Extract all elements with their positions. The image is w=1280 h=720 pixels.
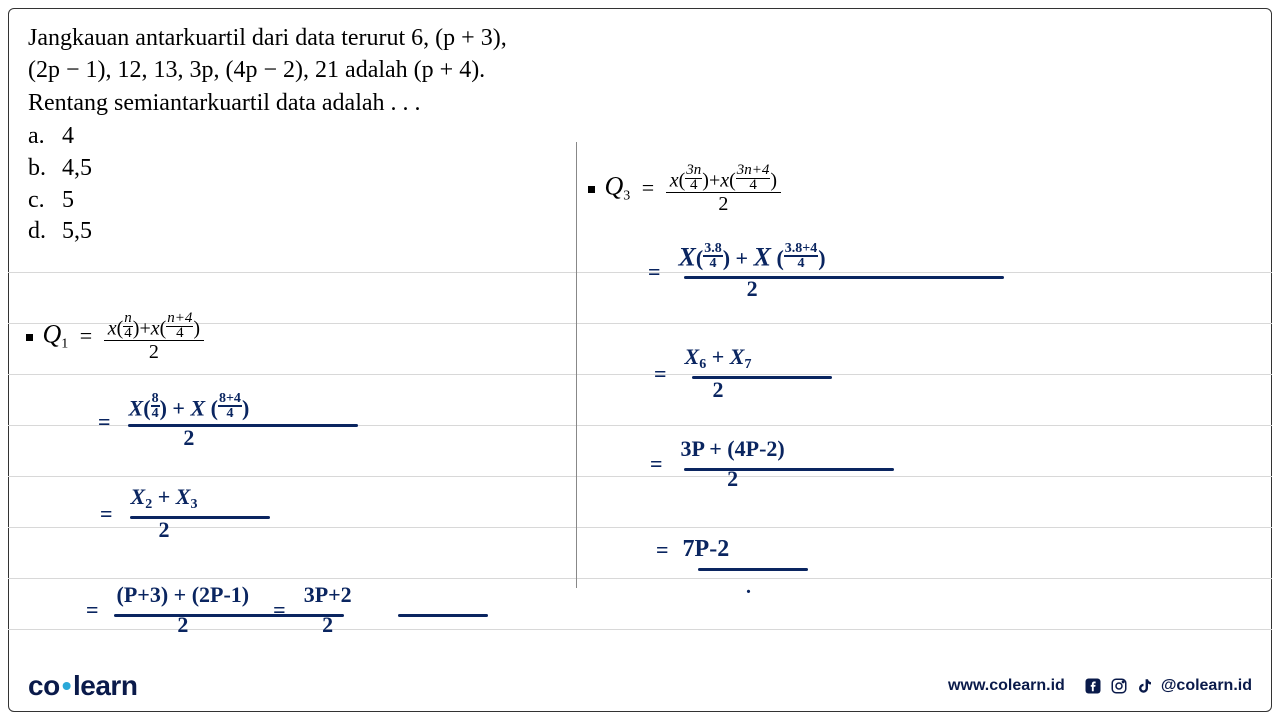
hw-rule bbox=[684, 468, 894, 471]
q1-step2: = X2 + X32 bbox=[100, 484, 203, 543]
question-text: Jangkauan antarkuartil dari data terurut… bbox=[28, 22, 1252, 119]
q3-formula: Q3 = x(3n4)+x(3n+44) 2 bbox=[588, 164, 781, 215]
instagram-icon bbox=[1109, 676, 1129, 696]
q1-step1: = X(84) + X (8+44)2 bbox=[98, 392, 255, 451]
content-area: Jangkauan antarkuartil dari data terurut… bbox=[28, 22, 1252, 660]
colearn-logo: co•learn bbox=[28, 670, 137, 702]
footer: co•learn www.colearn.id @colearn.id bbox=[28, 670, 1252, 702]
option-d: d.5,5 bbox=[28, 216, 1252, 248]
q3-step4: = 7P-2 bbox=[656, 536, 729, 563]
footer-url: www.colearn.id bbox=[948, 677, 1065, 695]
hw-rule bbox=[698, 568, 808, 571]
q1-step3: = (P+3) + (2P-1)2 = 3P+22 bbox=[86, 582, 358, 638]
column-divider bbox=[576, 142, 577, 588]
social-group: @colearn.id bbox=[1083, 676, 1252, 696]
facebook-icon bbox=[1083, 676, 1103, 696]
hw-rule bbox=[684, 276, 1004, 279]
hw-rule bbox=[128, 424, 358, 427]
hw-rule bbox=[130, 516, 270, 519]
bullet-icon bbox=[26, 334, 33, 341]
q1-formula: Q1 = x(n4)+x(n+44) 2 bbox=[26, 312, 204, 363]
hw-rule bbox=[398, 614, 488, 617]
bullet-icon bbox=[588, 186, 595, 193]
hw-dot: . bbox=[746, 576, 751, 599]
q3-step2: = X6 + X72 bbox=[654, 344, 757, 403]
social-handle: @colearn.id bbox=[1161, 677, 1252, 695]
question-line-3: Rentang semiantarkuartil data adalah . .… bbox=[28, 87, 1252, 119]
question-line-2: (2p − 1), 12, 13, 3p, (4p − 2), 21 adala… bbox=[28, 54, 1252, 86]
hw-rule bbox=[692, 376, 832, 379]
tiktok-icon bbox=[1135, 676, 1155, 696]
q3-step3: = 3P + (4P-2)2 bbox=[650, 436, 791, 492]
hw-rule bbox=[114, 614, 344, 617]
question-line-1: Jangkauan antarkuartil dari data terurut… bbox=[28, 22, 1252, 54]
q3-step1: = X(3.84) + X (3.8+44)2 bbox=[648, 242, 832, 302]
option-a: a.4 bbox=[28, 121, 1252, 153]
